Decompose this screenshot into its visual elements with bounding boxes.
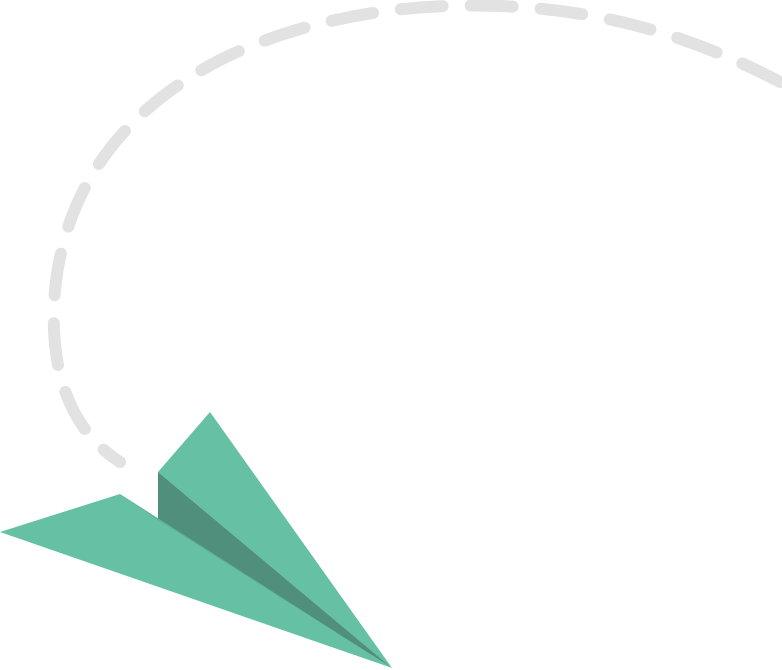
paper-plane-icon: [0, 412, 392, 668]
plane-upper-wing: [158, 412, 392, 668]
plane-lower-wing: [0, 494, 392, 668]
plane-crease-shadow: [120, 494, 392, 668]
flight-path-dashed-line: [47, 0, 782, 468]
plane-keel: [158, 472, 392, 668]
